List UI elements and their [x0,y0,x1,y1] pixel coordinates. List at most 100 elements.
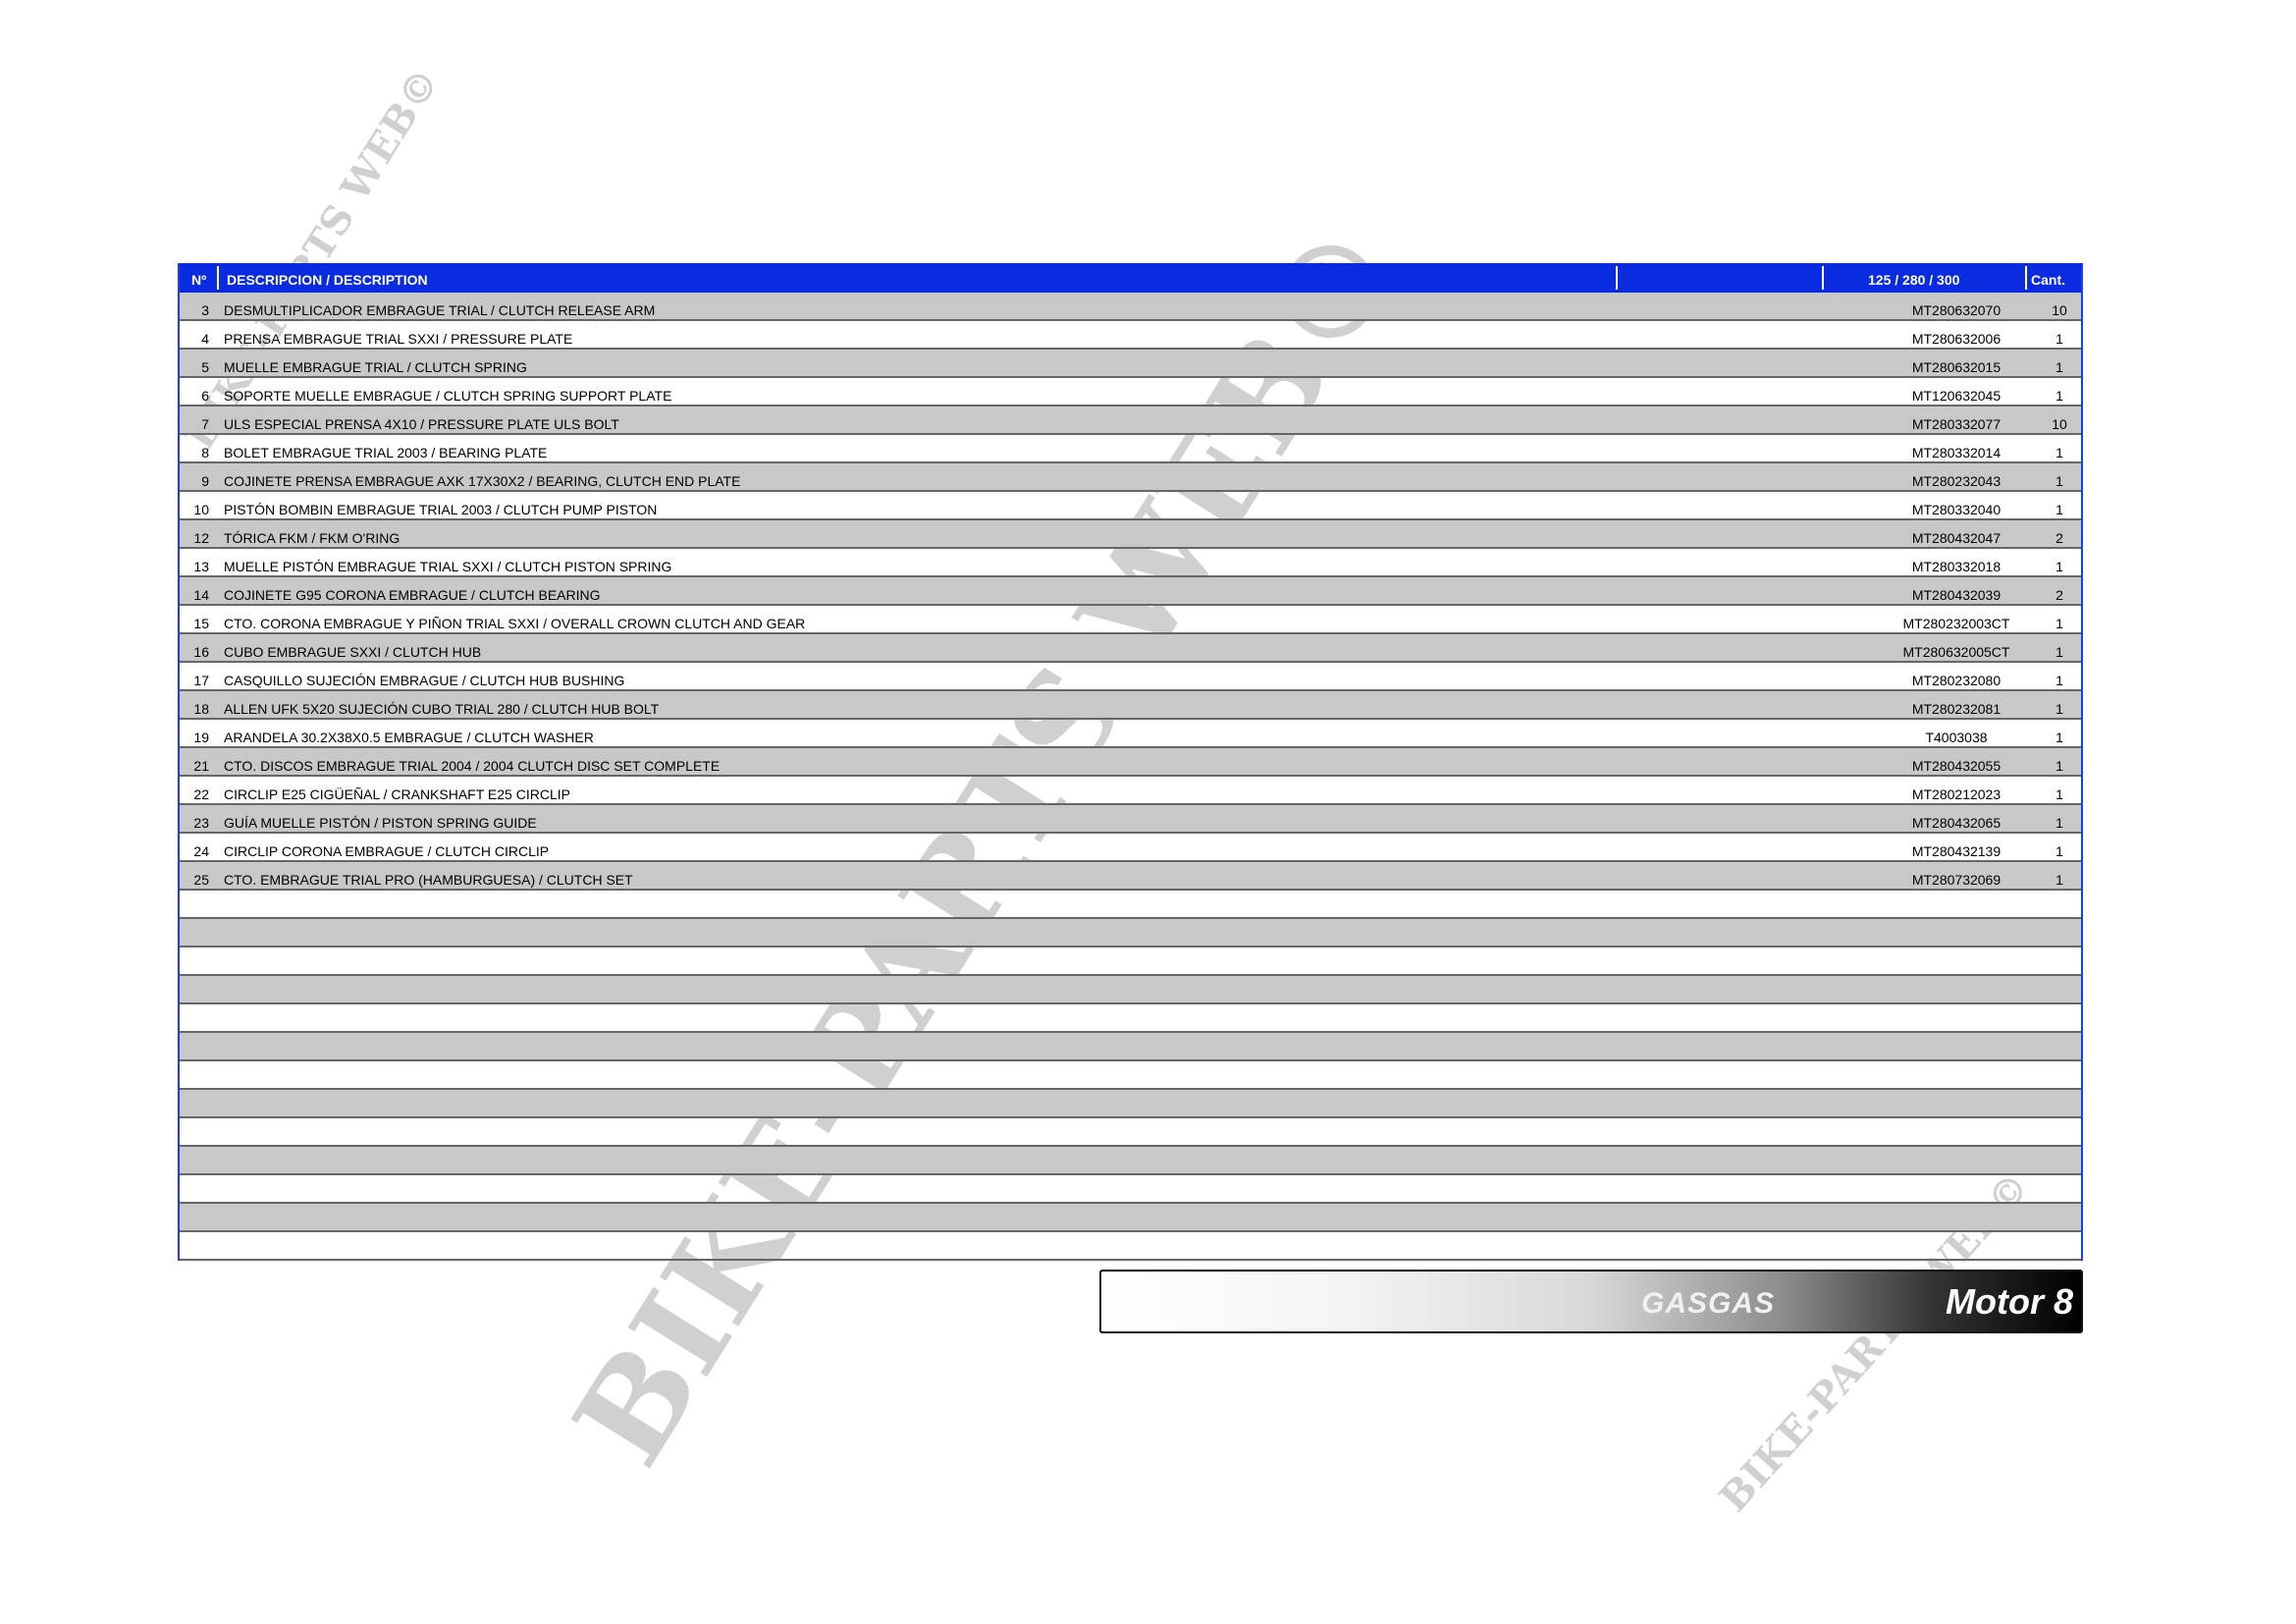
item-number: 6 [201,388,209,404]
table-row: 12 TÓRICA FKM / FKM O'RING MT280432047 2 [180,520,2081,549]
quantity: 1 [2056,730,2063,745]
quantity: 1 [2056,445,2063,460]
table-row: 24 CIRCLIP CORONA EMBRAGUE / CLUTCH CIRC… [180,834,2081,862]
empty-row [180,1232,2081,1261]
empty-row [180,1147,2081,1175]
empty-row [180,1033,2081,1061]
item-description: GUÍA MUELLE PISTÓN / PISTON SPRING GUIDE [224,815,537,831]
table-row: 18 ALLEN UFK 5X20 SUJECIÓN CUBO TRIAL 28… [180,691,2081,720]
footer-banner: GASGAS Motor 8 [1099,1270,2083,1333]
table-row: 17 CASQUILLO SUJECIÓN EMBRAGUE / CLUTCH … [180,663,2081,691]
header-divider [217,266,219,290]
table-row: 9 COJINETE PRENSA EMBRAGUE AXK 17X30X2 /… [180,463,2081,492]
quantity: 1 [2056,331,2063,347]
part-number: MT280432139 [1911,843,2002,859]
empty-row [180,1090,2081,1118]
item-number: 9 [201,473,209,489]
item-number: 16 [193,644,209,660]
quantity: 1 [2056,758,2063,774]
item-description: MUELLE PISTÓN EMBRAGUE TRIAL SXXI / CLUT… [224,559,672,574]
item-description: CTO. CORONA EMBRAGUE Y PIÑON TRIAL SXXI … [224,616,806,631]
item-description: PISTÓN BOMBIN EMBRAGUE TRIAL 2003 / CLUT… [224,502,658,517]
table-row: 15 CTO. CORONA EMBRAGUE Y PIÑON TRIAL SX… [180,606,2081,634]
part-number: MT280432055 [1911,758,2002,774]
part-number: MT120632045 [1911,388,2002,404]
item-description: COJINETE PRENSA EMBRAGUE AXK 17X30X2 / B… [224,473,741,489]
item-number: 19 [193,730,209,745]
quantity: 1 [2056,815,2063,831]
header-description: DESCRIPCION / DESCRIPTION [227,272,428,288]
quantity: 1 [2056,473,2063,489]
item-description: CASQUILLO SUJECIÓN EMBRAGUE / CLUTCH HUB… [224,673,625,688]
item-description: CUBO EMBRAGUE SXXI / CLUTCH HUB [224,644,482,660]
quantity: 1 [2056,559,2063,574]
item-number: 12 [193,530,209,546]
item-description: DESMULTIPLICADOR EMBRAGUE TRIAL / CLUTCH… [224,302,656,318]
empty-row [180,1118,2081,1147]
empty-row [180,891,2081,919]
table-row: 14 COJINETE G95 CORONA EMBRAGUE / CLUTCH… [180,577,2081,606]
item-number: 24 [193,843,209,859]
item-description: TÓRICA FKM / FKM O'RING [224,530,400,546]
quantity: 10 [2052,302,2067,318]
table-row: 4 PRENSA EMBRAGUE TRIAL SXXI / PRESSURE … [180,321,2081,350]
table-row: 3 DESMULTIPLICADOR EMBRAGUE TRIAL / CLUT… [180,293,2081,321]
part-number: MT280232080 [1911,673,2002,688]
item-description: COJINETE G95 CORONA EMBRAGUE / CLUTCH BE… [224,587,601,603]
part-number: MT280332014 [1911,445,2002,460]
header-divider [1616,266,1618,290]
item-number: 13 [193,559,209,574]
part-number: MT280332018 [1911,559,2002,574]
item-number: 18 [193,701,209,717]
table-row: 22 CIRCLIP E25 CIGÜEÑAL / CRANKSHAFT E25… [180,777,2081,805]
quantity: 1 [2056,502,2063,517]
item-number: 8 [201,445,209,460]
quantity: 10 [2052,416,2067,432]
item-number: 21 [193,758,209,774]
header-models: 125 / 280 / 300 [1868,272,1960,288]
item-description: MUELLE EMBRAGUE TRIAL / CLUTCH SPRING [224,359,527,375]
table-row: 6 SOPORTE MUELLE EMBRAGUE / CLUTCH SPRIN… [180,378,2081,406]
quantity: 1 [2056,673,2063,688]
table-row: 21 CTO. DISCOS EMBRAGUE TRIAL 2004 / 200… [180,748,2081,777]
item-description: ALLEN UFK 5X20 SUJECIÓN CUBO TRIAL 280 /… [224,701,660,717]
table-row: 25 CTO. EMBRAGUE TRIAL PRO (HAMBURGUESA)… [180,862,2081,891]
item-number: 17 [193,673,209,688]
item-number: 22 [193,786,209,802]
empty-row [180,1004,2081,1033]
header-no: Nº [191,272,207,288]
part-number: MT280632070 [1911,302,2002,318]
part-number: MT280332040 [1911,502,2002,517]
item-number: 14 [193,587,209,603]
table-body: 3 DESMULTIPLICADOR EMBRAGUE TRIAL / CLUT… [180,293,2081,1261]
quantity: 1 [2056,616,2063,631]
item-description: PRENSA EMBRAGUE TRIAL SXXI / PRESSURE PL… [224,331,573,347]
empty-row [180,1204,2081,1232]
table-row: 16 CUBO EMBRAGUE SXXI / CLUTCH HUB MT280… [180,634,2081,663]
brand-logo: GASGAS [1641,1287,1776,1320]
quantity: 1 [2056,786,2063,802]
header-divider [1822,266,1824,290]
part-number: MT280432065 [1911,815,2002,831]
empty-row [180,976,2081,1004]
item-description: ULS ESPECIAL PRENSA 4X10 / PRESSURE PLAT… [224,416,619,432]
item-number: 10 [193,502,209,517]
item-description: BOLET EMBRAGUE TRIAL 2003 / BEARING PLAT… [224,445,548,460]
part-number: MT280212023 [1911,786,2002,802]
header-qty: Cant. [2031,272,2065,288]
part-number: MT280332077 [1911,416,2002,432]
part-number: MT280632015 [1911,359,2002,375]
section-title: Motor 8 [1946,1281,2073,1322]
quantity: 1 [2056,359,2063,375]
part-number: MT280232003CT [1902,616,2010,631]
table-row: 5 MUELLE EMBRAGUE TRIAL / CLUTCH SPRING … [180,350,2081,378]
table-row: 8 BOLET EMBRAGUE TRIAL 2003 / BEARING PL… [180,435,2081,463]
part-number: MT280232081 [1911,701,2002,717]
table-row: 10 PISTÓN BOMBIN EMBRAGUE TRIAL 2003 / C… [180,492,2081,520]
item-description: SOPORTE MUELLE EMBRAGUE / CLUTCH SPRING … [224,388,672,404]
quantity: 1 [2056,388,2063,404]
part-number: MT280732069 [1911,872,2002,888]
item-description: ARANDELA 30.2X38X0.5 EMBRAGUE / CLUTCH W… [224,730,594,745]
table-header: Nº DESCRIPCION / DESCRIPTION 125 / 280 /… [180,263,2081,293]
item-number: 23 [193,815,209,831]
